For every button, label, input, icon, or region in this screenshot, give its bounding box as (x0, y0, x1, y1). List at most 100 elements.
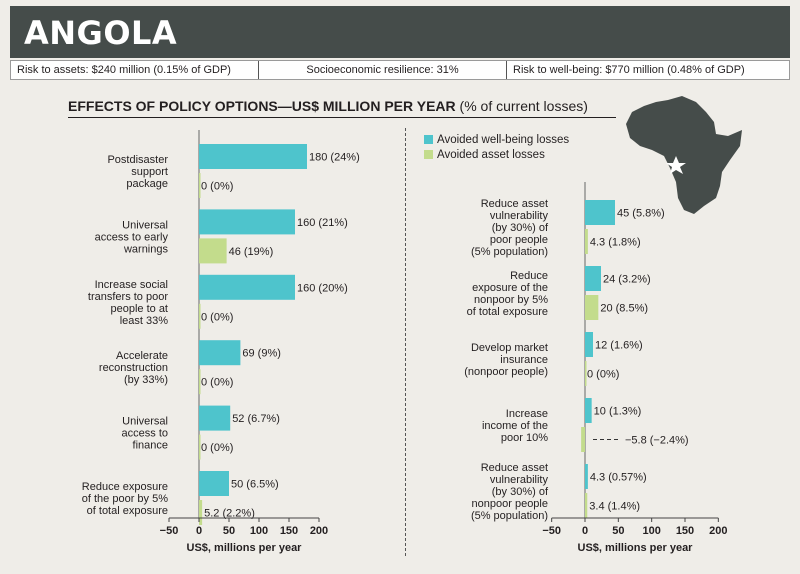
data-label: 0 (0%) (201, 311, 233, 323)
category-label: Reduce exposure of the poor by 5% of total… (82, 481, 168, 517)
data-label: 0 (0%) (201, 181, 233, 193)
x-tick-label: 100 (250, 525, 268, 537)
legend-label-asset: Avoided asset losses (437, 148, 545, 161)
data-label: 4.3 (0.57%) (590, 472, 647, 484)
bar-wellbeing (585, 332, 593, 357)
location-star-icon (666, 156, 686, 174)
legend-label-wellbeing: Avoided well-being losses (437, 133, 570, 146)
category-label-line: Universal (122, 219, 168, 231)
x-tick-label: 150 (280, 525, 298, 537)
x-tick-label: 150 (676, 525, 694, 537)
data-label: 12 (1.6%) (595, 340, 643, 352)
category-label-line: Accelerate (116, 350, 168, 362)
category-label-line: vulnerability (490, 474, 549, 486)
category-label-line: people to at (111, 303, 169, 315)
chart-panel-right: Reduce asset vulnerability (by 30%) of poor… (464, 182, 728, 554)
header-banner: ANGOLA (10, 6, 790, 58)
data-label: 50 (6.5%) (231, 479, 279, 491)
country-title: ANGOLA (24, 14, 178, 52)
data-label: 180 (24%) (309, 152, 360, 164)
category-label-line: (5% population) (471, 246, 548, 258)
x-tick-label: 50 (223, 525, 235, 537)
category-label-line: vulnerability (490, 210, 549, 222)
section-title: EFFECTS OF POLICY OPTIONS—US$ MILLION PE… (68, 98, 616, 118)
category-label-line: reconstruction (99, 362, 168, 374)
africa-map-icon (626, 96, 742, 214)
section-title-suffix: (% of current losses) (455, 98, 588, 114)
socioeconomic-resilience: Socioeconomic resilience: 31% (259, 61, 507, 79)
category-label: Reduce asset vulnerability (by 30%) of nonp… (471, 462, 549, 522)
data-label: 5.2 (2.2%) (204, 508, 255, 520)
data-label: 52 (6.7%) (232, 413, 280, 425)
panel-divider (405, 128, 406, 556)
x-tick-label: 200 (310, 525, 328, 537)
bar-asset (581, 427, 585, 452)
data-label: 0 (0%) (587, 369, 619, 381)
bar-wellbeing (585, 266, 601, 291)
data-label: 3.4 (1.4%) (589, 501, 640, 513)
legend-swatch-asset (424, 150, 433, 159)
bar-asset (199, 303, 201, 329)
bar-asset (199, 369, 201, 395)
category-label: Universal access to early warnings (95, 219, 169, 255)
category-label-line: (5% population) (471, 510, 548, 522)
category-label-line: nonpoor by 5% (474, 294, 548, 306)
bar-wellbeing (585, 200, 615, 225)
bar-asset (199, 238, 227, 264)
category-label-line: Reduce exposure (82, 481, 168, 493)
legend-item-asset: Avoided asset losses (424, 147, 569, 162)
x-tick-label: 100 (642, 525, 660, 537)
chart-panel-left: Postdisaster support package 180 (24%) 0 (0%… (82, 130, 360, 554)
legend-swatch-wellbeing (424, 135, 433, 144)
bar-wellbeing (199, 209, 295, 235)
bar-asset (585, 229, 588, 254)
category-label-line: Postdisaster (107, 154, 168, 166)
x-tick-label: −50 (160, 525, 179, 537)
bar-wellbeing (199, 274, 295, 300)
bar-asset (585, 361, 587, 386)
category-label-line: exposure of the (472, 282, 548, 294)
bar-asset (585, 295, 599, 320)
category-label-line: access to (122, 428, 168, 440)
bar-wellbeing (585, 398, 592, 423)
data-label: 24 (3.2%) (603, 274, 651, 286)
category-label: Postdisaster support package (107, 154, 168, 190)
risk-to-assets: Risk to assets: $240 million (0.15% of G… (11, 61, 259, 79)
category-label-line: transfers to poor (88, 291, 168, 303)
category-label-line: Increase social (95, 279, 168, 291)
category-label-line: (nonpoor people) (464, 366, 548, 378)
category-label: Reduce exposure of the nonpoor by 5% of tot… (467, 270, 549, 318)
category-label-line: finance (133, 440, 168, 452)
category-label-line: Increase (506, 408, 548, 420)
category-label-line: package (126, 178, 168, 190)
data-label: 160 (21%) (297, 217, 348, 229)
category-label-line: Develop market (471, 342, 548, 354)
category-label-line: (by 30%) of (492, 486, 549, 498)
category-label-line: Reduce asset (481, 198, 548, 210)
legend: Avoided well-being losses Avoided asset … (424, 132, 569, 162)
category-label-line: nonpoor people (472, 498, 548, 510)
category-label-line: Universal (122, 416, 168, 428)
x-tick-label: −50 (542, 525, 561, 537)
category-label-line: Reduce asset (481, 462, 548, 474)
risk-to-wellbeing: Risk to well-being: $770 million (0.48% … (513, 64, 745, 76)
category-label-line: poor 10% (501, 432, 548, 444)
data-label: 45 (5.8%) (617, 208, 665, 220)
stats-bar: Risk to assets: $240 million (0.15% of G… (10, 60, 790, 80)
category-label-line: access to early (95, 231, 169, 243)
category-label-line: (by 30%) of (492, 222, 549, 234)
category-label: Increase income of the poor 10% (482, 408, 548, 444)
data-label: 10 (1.3%) (594, 406, 642, 418)
category-label: Universal access to finance (122, 416, 168, 452)
category-label-line: of total exposure (467, 306, 548, 318)
category-label-line: of total exposure (87, 505, 168, 517)
x-tick-label: 50 (612, 525, 624, 537)
category-label-line: (by 33%) (124, 374, 168, 386)
category-label: Develop market insurance (nonpoor people) (464, 342, 548, 378)
data-label: 0 (0%) (201, 377, 233, 389)
bar-wellbeing (585, 464, 588, 489)
category-label-line: least 33% (120, 315, 169, 327)
data-label: 46 (19%) (229, 246, 274, 258)
category-label-line: warnings (123, 243, 169, 255)
